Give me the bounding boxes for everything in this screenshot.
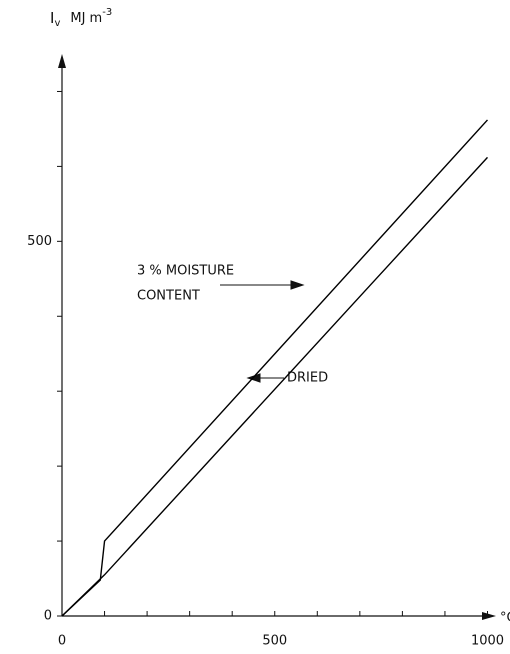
x-axis-arrow xyxy=(482,612,496,620)
annotation: CONTENT xyxy=(137,289,200,304)
data-line xyxy=(61,119,489,617)
y-tick-label: 500 xyxy=(27,234,52,249)
y-unit: MJ m xyxy=(70,11,102,26)
annotation-arrows xyxy=(220,280,305,383)
x-axis-label: °C xyxy=(500,611,510,626)
y-symbol: I xyxy=(50,9,54,27)
annotation: 3 % MOISTURE xyxy=(137,264,234,279)
y-tick-label: 0 xyxy=(44,609,52,624)
x-tick-label: 0 xyxy=(58,634,66,649)
annotation: DRIED xyxy=(287,371,328,386)
x-tick-label: 500 xyxy=(262,634,287,649)
y-axis-arrow xyxy=(58,54,66,68)
data-line xyxy=(61,156,489,617)
x-tick-label: 1000 xyxy=(471,634,504,649)
y-axis-label: Iv MJ m-3 xyxy=(50,7,112,29)
y-unit-sup: -3 xyxy=(102,7,112,18)
y-symbol-sub: v xyxy=(54,18,60,29)
arrow-head xyxy=(290,280,305,290)
